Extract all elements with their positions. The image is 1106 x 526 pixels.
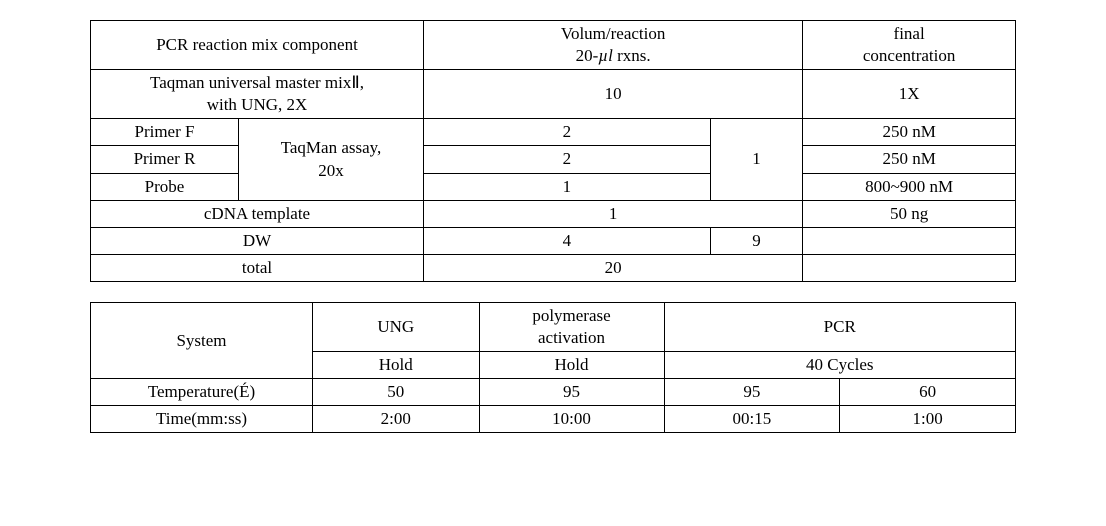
cell-component: Probe <box>91 173 239 200</box>
header-component: PCR reaction mix component <box>91 21 424 70</box>
table-row: Temperature(É) 50 95 95 60 <box>91 379 1016 406</box>
pcr-mix-table: PCR reaction mix component Volum/reactio… <box>90 20 1016 282</box>
cell-component: Primer F <box>91 119 239 146</box>
cell-volume: 4 <box>424 227 711 254</box>
header-vol-prefix: 20- <box>576 46 599 65</box>
header-vol-suffix: rxns. <box>613 46 651 65</box>
cell-volume: 1 <box>424 173 711 200</box>
cell-assay: TaqMan assay, 20x <box>239 119 424 200</box>
cell-volume: 1 <box>424 200 803 227</box>
table-row: Taqman universal master mixⅡ, with UNG, … <box>91 70 1016 119</box>
cell-value: 00:15 <box>664 406 840 433</box>
cell-value: 95 <box>479 379 664 406</box>
header-cycles: 40 Cycles <box>664 352 1016 379</box>
cell-value: 95 <box>664 379 840 406</box>
header-hold: Hold <box>479 352 664 379</box>
header-system: System <box>91 302 313 378</box>
cell-component: DW <box>91 227 424 254</box>
header-vol-line1: Volum/reaction <box>561 24 666 43</box>
cell-final <box>803 254 1016 281</box>
cell-final: 1X <box>803 70 1016 119</box>
cell-side-sum: 1 <box>710 119 803 200</box>
table-row: Primer R 2 250 nM <box>91 146 1016 173</box>
header-final: final concentration <box>803 21 1016 70</box>
header-vol-unit: µl <box>598 46 613 65</box>
cell-value: 1:00 <box>840 406 1016 433</box>
cell-component: cDNA template <box>91 200 424 227</box>
table-row: Time(mm:ss) 2:00 10:00 00:15 1:00 <box>91 406 1016 433</box>
header-ung: UNG <box>313 302 480 351</box>
cell-volume: 2 <box>424 119 711 146</box>
header-poly: polymerase activation <box>479 302 664 351</box>
cell-final: 250 nM <box>803 146 1016 173</box>
table-row: Primer F TaqMan assay, 20x 2 1 250 nM <box>91 119 1016 146</box>
header-volume: Volum/reaction 20-µl rxns. <box>424 21 803 70</box>
table-row: cDNA template 1 50 ng <box>91 200 1016 227</box>
row-label: Time(mm:ss) <box>91 406 313 433</box>
table-row: Probe 1 800~900 nM <box>91 173 1016 200</box>
header-pcr: PCR <box>664 302 1016 351</box>
cell-value: 10:00 <box>479 406 664 433</box>
cell-final: 50 ng <box>803 200 1016 227</box>
cell-final <box>803 227 1016 254</box>
cell-value: 50 <box>313 379 480 406</box>
table-row: System UNG polymerase activation PCR <box>91 302 1016 351</box>
table-row: DW 4 9 <box>91 227 1016 254</box>
thermal-profile-table: System UNG polymerase activation PCR Hol… <box>90 302 1016 433</box>
row-label: Temperature(É) <box>91 379 313 406</box>
cell-volume: 2 <box>424 146 711 173</box>
table-row: total 20 <box>91 254 1016 281</box>
cell-final: 250 nM <box>803 119 1016 146</box>
cell-component: Taqman universal master mixⅡ, with UNG, … <box>91 70 424 119</box>
table-row: PCR reaction mix component Volum/reactio… <box>91 21 1016 70</box>
cell-final: 800~900 nM <box>803 173 1016 200</box>
cell-volume-alt: 9 <box>710 227 803 254</box>
cell-volume: 20 <box>424 254 803 281</box>
cell-value: 60 <box>840 379 1016 406</box>
cell-value: 2:00 <box>313 406 480 433</box>
header-hold: Hold <box>313 352 480 379</box>
cell-component: total <box>91 254 424 281</box>
cell-volume: 10 <box>424 70 803 119</box>
cell-component: Primer R <box>91 146 239 173</box>
